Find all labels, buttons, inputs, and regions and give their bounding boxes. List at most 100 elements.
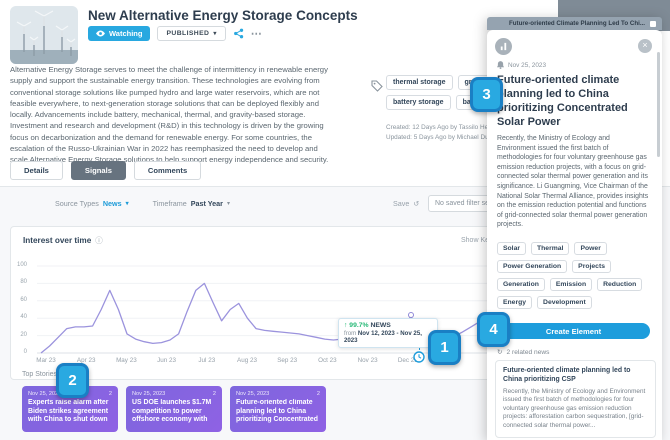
timeframe-value: Past Year [190,199,223,208]
story-date: Nov 25, 2023 [28,391,62,397]
story-title: US DOE launches $1.7M competition to pow… [132,399,212,425]
y-axis-label: 60 [20,296,27,303]
y-axis-label: 100 [16,262,27,268]
wind-turbines-image [10,6,78,64]
x-axis-label: Oct 23 [318,357,337,364]
tooltip-source: NEWS [370,322,391,329]
window-restore-icon[interactable] [650,20,656,27]
tooltip-from-label: from [344,330,357,337]
panel-header-title: Future-oriented Climate Planning Led To … [508,20,645,27]
x-axis-label: Jul 23 [198,357,216,364]
source-types-value: News [102,199,122,208]
tag-icon [371,80,383,92]
y-axis-label: 40 [20,314,27,321]
info-icon[interactable]: ⓘ [95,236,103,245]
watching-label: Watching [109,29,143,38]
story-title: Experts raise alarm after Biden strikes … [28,399,109,425]
related-icon: ↻ [497,349,503,356]
x-axis-label: May 23 [116,357,137,364]
panel-card: × Nov 25, 2023 Future-oriented climate p… [487,30,662,440]
story-date: Nov 25, 2023 [236,391,270,397]
signal-icon [495,38,512,55]
chart-tooltip: ↑ 99.7% NEWS from Nov 12, 2023 - Nov 25,… [338,318,438,348]
share-icon[interactable] [233,28,244,39]
marker-drop-line [418,346,420,350]
story-card[interactable]: Nov 25, 2023 2 US DOE launches $1.7M com… [126,386,222,432]
published-status-dropdown[interactable]: PUBLISHED ▾ [157,26,226,41]
x-axis-label: Mar 23 [36,357,56,364]
keyword-chip[interactable]: Projects [572,260,611,273]
story-card[interactable]: Nov 25, 2023 2 Future-oriented climate p… [230,386,326,432]
tab-divider [0,186,670,187]
x-axis-label: Jun 23 [157,357,177,364]
timeframe-label: Timeframe [152,199,187,208]
tab-details[interactable]: Details [10,161,63,180]
panel-scrollbar[interactable] [657,52,660,157]
keyword-chip[interactable]: Development [537,296,592,309]
keyword-chip[interactable]: Reduction [597,278,643,291]
watching-button[interactable]: Watching [88,26,151,41]
story-card[interactable]: Nov 25, 2023 2 Experts raise alarm after… [22,386,118,432]
header-actions: Watching PUBLISHED ▾ ⋯ [88,26,263,41]
tab-bar: Details Signals Comments [10,161,202,180]
x-axis-label: Sep 23 [277,357,298,364]
keyword-chip[interactable]: Generation [497,278,545,291]
y-axis-label: 80 [20,279,27,286]
y-axis-label: 0 [23,349,27,355]
chevron-down-icon: ▾ [213,31,217,37]
x-axis-label: Apr 23 [76,357,96,364]
key-event-clock-icon[interactable] [413,350,426,363]
eye-icon [96,30,105,37]
story-date: Nov 25, 2023 [132,391,166,397]
top-stories-label: Top Stories [22,371,58,378]
keyword-chip[interactable]: Emission [549,278,593,291]
tooltip-percent: ↑ 99.7% [344,322,369,329]
keyword-chip[interactable]: Thermal [531,242,570,255]
callout-badge-2: 2 [56,363,89,398]
tag-chip[interactable]: battery storage [386,95,451,110]
keyword-chip[interactable]: Solar [497,242,526,255]
panel-date: Nov 25, 2023 [508,61,547,69]
page-title: New Alternative Energy Storage Concepts [88,8,358,23]
undo-icon: ↺ [413,199,420,208]
related-news-title: Future-oriented climate planning led to … [503,367,631,383]
bell-icon [497,61,504,69]
save-filter-button[interactable]: Save ↺ [393,199,419,208]
save-label: Save [393,199,410,208]
chevron-down-icon: ▾ [226,201,230,207]
create-element-button[interactable]: Create Element [497,323,650,339]
close-icon[interactable]: × [638,39,652,53]
chart-title: Interest over time [23,236,92,245]
panel-keywords: Solar Thermal Power Power Generation Project… [497,242,652,309]
updated-line: Updated: 5 Days Ago by Michael Durst [386,133,496,141]
tab-comments[interactable]: Comments [133,161,202,180]
keyword-chip[interactable]: Power Generation [497,260,568,273]
published-label: PUBLISHED [166,30,210,37]
created-line: Created: 12 Days Ago by Tassilo Henike [386,124,500,131]
chevron-down-icon: ▾ [125,201,129,207]
timeframe-filter[interactable]: Timeframe Past Year ▾ [153,199,230,208]
element-thumbnail [10,6,78,64]
panel-body-text: Recently, the Ministry of Ecology and En… [497,135,649,229]
callout-badge-3: 3 [470,77,503,112]
related-news-row: ↻ 2 related news [497,348,550,357]
related-news-card[interactable]: Future-oriented climate planning led to … [495,360,656,438]
x-axis-label: Nov 23 [357,357,378,364]
callout-badge-4: 4 [477,312,510,347]
tab-signals[interactable]: Signals [70,161,126,180]
filter-row: Source Types News ▾ Timeframe Past Year … [55,199,230,208]
more-menu-icon[interactable]: ⋯ [250,28,263,40]
keyword-chip[interactable]: Power [574,242,607,255]
tag-chip[interactable]: thermal storage [386,75,453,90]
tooltip-date-range: Nov 12, 2023 - Nov 25, 2023 [344,330,422,344]
spike-point-dot [408,312,415,319]
story-count-badge: 2 [108,391,112,397]
keyword-chip[interactable]: Energy [497,296,533,309]
panel-header-bar[interactable]: Future-oriented Climate Planning Led To … [487,17,662,30]
chart-title-row: Interest over time ⓘ [23,235,103,246]
source-types-filter[interactable]: Source Types News ▾ [55,199,129,208]
related-count: 2 related news [506,348,550,356]
callout-badge-1: 1 [428,330,461,365]
y-axis-label: 20 [20,331,27,338]
